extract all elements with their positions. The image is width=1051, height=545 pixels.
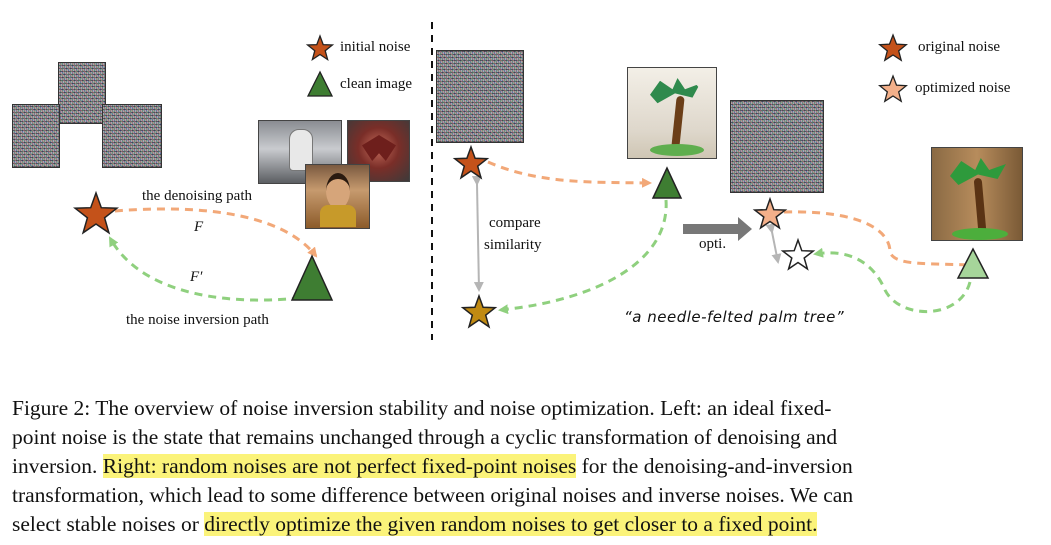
woman-portrait-image [305,164,370,229]
clean-image-triangle-right-icon [651,166,683,199]
original-noise-star-icon [452,144,490,180]
optimized-noise-star-icon [752,196,788,230]
caption-line-1: Figure 2: The overview of noise inversio… [12,396,832,420]
prompt-text: “a needle-felted palm tree” [624,308,845,326]
legend-original-noise-label: original noise [918,39,1001,55]
figure-2: initial noise clean image the denoising … [12,22,1023,340]
palm-tree-image-1 [627,67,717,159]
figure-caption: Figure 2: The overview of noise inversio… [12,394,1042,539]
noise-image-original [436,50,524,143]
right-inversion-arrow [498,199,668,315]
noise-image-optimized [730,100,824,193]
optimized-inverse-star-icon [780,237,816,271]
caption-line-3-post: for the denoising-and-inversion [576,454,853,478]
caption-highlight-1: Right: random noises are not perfect fix… [102,454,577,478]
noise-image-2 [12,104,60,168]
denoising-path-arrow [114,207,318,258]
optimization-arrow [683,217,752,241]
compare-similarity-arrow [471,175,484,292]
denoising-path-label: the denoising path [142,188,252,204]
palm-base [650,144,704,156]
caption-line-5: select stable noises or directly optimiz… [12,510,1042,539]
legend-optimized-noise-star-icon [878,74,908,103]
caption-line-5-pre: select stable noises or [12,512,205,536]
caption-line-3-pre: inversion. [12,454,103,478]
legend-clean-image-label: clean image [340,76,413,92]
legend-initial-noise-label: initial noise [340,39,411,55]
legend-initial-noise-star-icon [305,34,335,61]
legend-original-noise-star-icon [878,33,908,62]
optimized-inversion-arrow [813,247,972,313]
caption-line-4: transformation, which lead to some diffe… [12,483,854,507]
f-label: F [194,219,204,235]
similarity-label: similarity [484,237,542,253]
palm-tree-image-2 [931,147,1023,241]
caption-line-3: inversion. Right: random noises are not … [12,452,1042,481]
inverse-noise-star-icon [460,293,498,329]
opti-label: opti. [699,236,727,252]
legend-optimized-noise-label: optimized noise [915,80,1011,96]
f-prime-label: F′ [190,269,203,285]
initial-noise-star-icon [73,190,119,235]
light-triangle-icon [956,247,990,279]
legend-clean-image-triangle-icon [306,70,334,97]
portrait-face [326,173,350,209]
caption-line-2: point noise is the state that remains un… [12,425,838,449]
opti-similarity-arrow [765,223,782,264]
noise-image-3 [102,104,162,168]
compare-label: compare [489,215,541,231]
inversion-path-arrow [108,236,301,302]
clean-image-triangle-icon [290,254,334,301]
caption-highlight-2: directly optimize the given random noise… [204,512,818,536]
optimized-denoising-arrow [783,210,982,271]
figure-vector-layer [73,22,990,340]
noise-image-1 [58,62,106,124]
inversion-path-label: the noise inversion path [126,312,269,328]
astronaut-figure [289,129,313,171]
portrait-jewelry [320,205,356,227]
right-denoising-arrow [487,160,652,188]
palm-base-2 [952,228,1008,240]
